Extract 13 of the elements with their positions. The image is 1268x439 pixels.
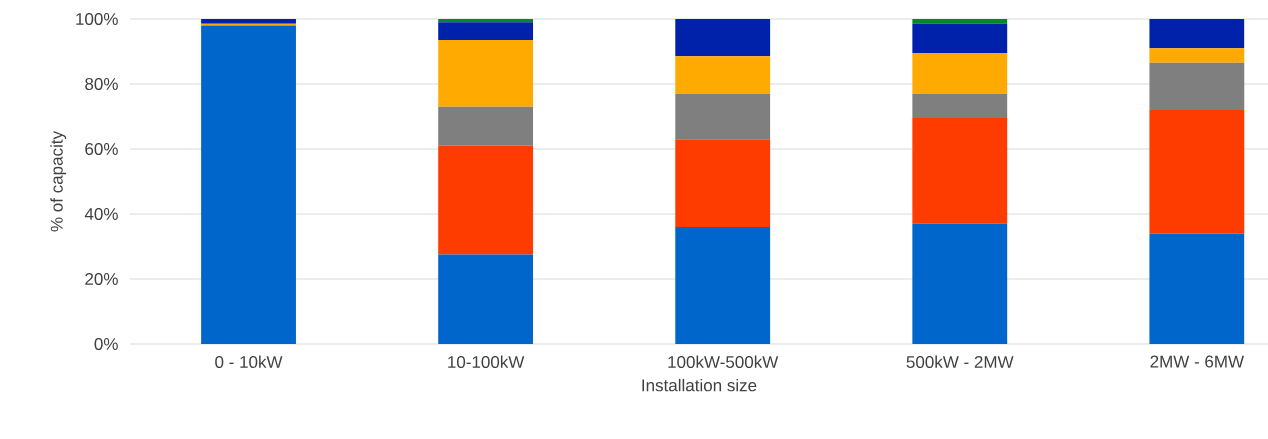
x-tick-label: 500kW - 2MW (906, 355, 1014, 369)
y-tick-label: 0% (94, 337, 118, 351)
y-tick-label: 40% (84, 207, 118, 221)
x-axis-title: Installation size (642, 378, 757, 392)
x-tick-label: 10-100kW (448, 355, 525, 369)
x-tick-label: 100kW-500kW (668, 355, 779, 369)
y-tick-label: 60% (85, 142, 118, 156)
x-tick-label: 2MW - 6MW (1150, 355, 1244, 368)
y-axis-title: % of capacity (50, 131, 67, 232)
y-tick-label: 80% (85, 77, 118, 91)
y-tick-label: 20% (85, 272, 118, 286)
x-tick-label: 0 - 10kW (215, 355, 283, 369)
y-tick-label: 100% (76, 12, 118, 26)
